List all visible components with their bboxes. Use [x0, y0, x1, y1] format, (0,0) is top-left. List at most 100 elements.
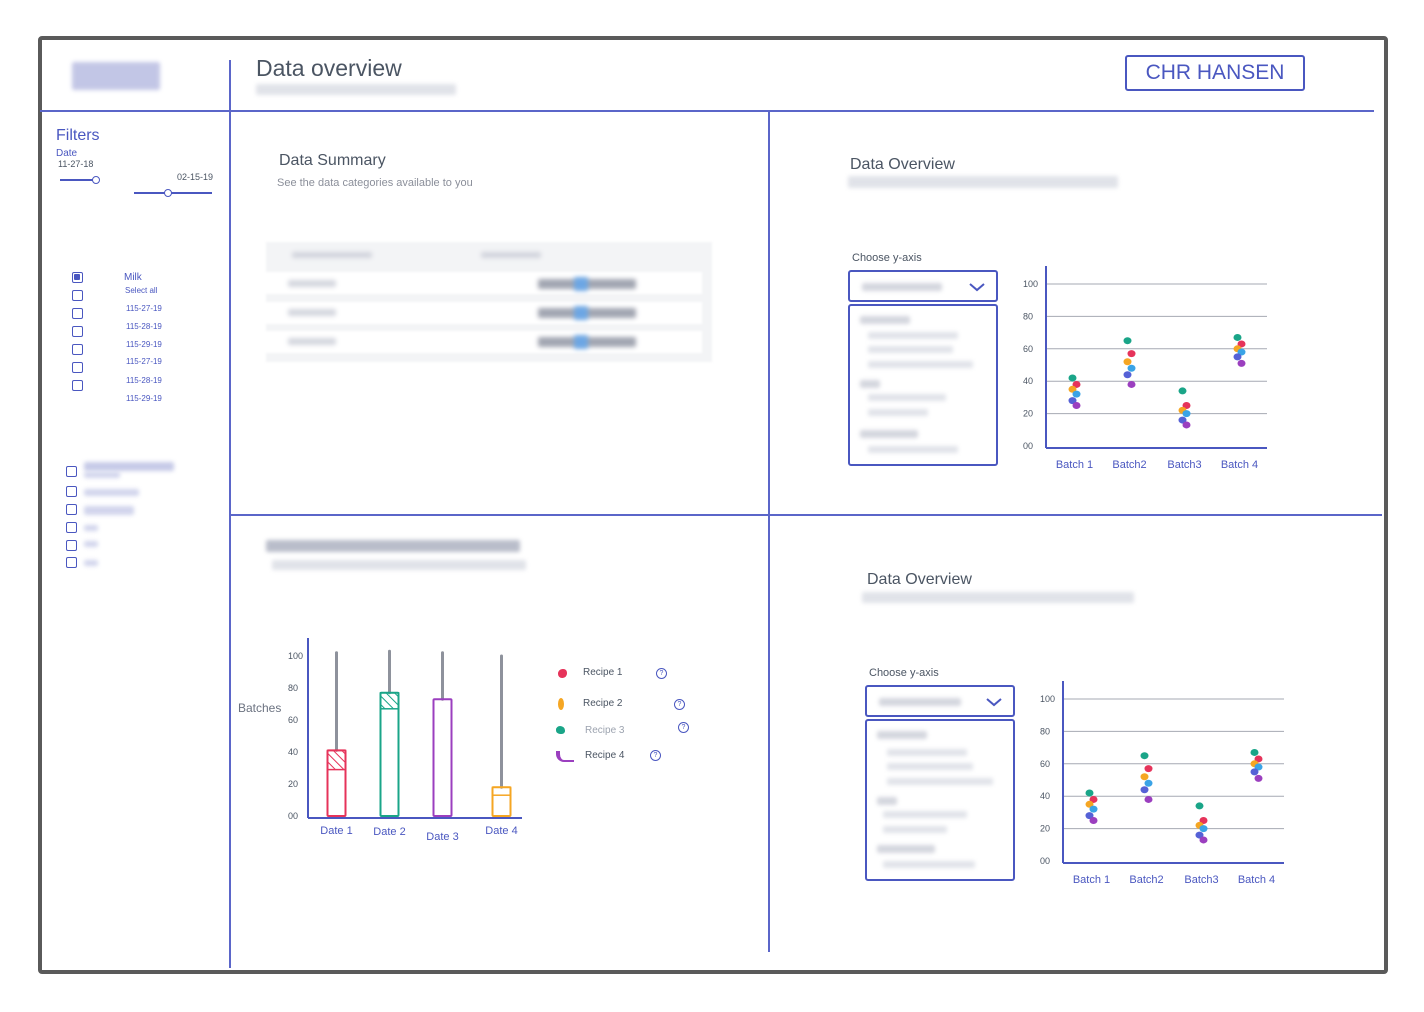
data-point	[1182, 402, 1191, 409]
dropdown-group-heading[interactable]	[860, 380, 880, 388]
y-tick-label: 60	[1040, 759, 1050, 769]
data-point	[1250, 748, 1259, 756]
dropdown-option[interactable]	[883, 811, 967, 818]
data-point	[1089, 795, 1098, 803]
date-slider-start-handle[interactable]	[92, 176, 100, 184]
dropdown-option[interactable]	[887, 778, 993, 785]
data-summary-table	[266, 242, 712, 362]
overview-bottom-title: Data Overview	[867, 571, 972, 588]
data-point	[1140, 786, 1149, 794]
dropdown-option[interactable]	[868, 409, 928, 416]
data-point	[1254, 774, 1263, 782]
x-tick-label: Batch 4	[1221, 459, 1258, 471]
filter2-item-5	[84, 541, 98, 547]
filter2-item-6	[84, 560, 98, 566]
milk-checkbox-6[interactable]	[72, 380, 83, 391]
x-tick-label: Date 2	[373, 826, 405, 838]
filter2-checkbox-4[interactable]	[66, 522, 77, 533]
milk-checkbox-4[interactable]	[72, 344, 83, 355]
logo	[72, 62, 160, 90]
bar	[379, 691, 400, 817]
table-cell	[288, 280, 336, 287]
data-point	[1127, 364, 1136, 372]
overview-bottom-subtitle	[862, 592, 1134, 603]
data-point	[1089, 817, 1098, 824]
batch-panel-title	[266, 540, 520, 552]
filter2-checkbox-5[interactable]	[66, 540, 77, 551]
overview-top-dropdown-list[interactable]	[848, 304, 998, 466]
milk-item-3[interactable]: 115-29-19	[126, 340, 162, 349]
help-icon[interactable]: ?	[650, 750, 661, 761]
app-frame	[38, 36, 1388, 974]
y-tick-label: 00	[1040, 856, 1050, 866]
overview-top-y-axis-dropdown[interactable]	[848, 270, 998, 302]
date-slider-start[interactable]	[60, 179, 98, 181]
milk-item-6[interactable]: 115-29-19	[126, 394, 162, 403]
data-point	[1182, 410, 1191, 418]
dropdown-option[interactable]	[868, 332, 958, 339]
overview-bottom-scatter-chart: 100 80 60 40 20 00 Batch 1 Batch2 Batch3 Batch 4	[1040, 681, 1284, 886]
content-vertical-divider	[768, 112, 770, 952]
dropdown-option[interactable]	[868, 361, 973, 368]
dropdown-group-heading[interactable]	[860, 430, 918, 438]
data-point	[1123, 371, 1132, 379]
select-all-label[interactable]: Select all	[125, 286, 158, 295]
data-point	[1127, 350, 1136, 358]
recipe-4-swatch	[556, 751, 574, 762]
bar	[432, 698, 453, 817]
overview-top-subtitle	[848, 176, 1118, 188]
milk-checkbox-5[interactable]	[72, 362, 83, 373]
dropdown-option[interactable]	[883, 861, 975, 868]
dropdown-option[interactable]	[887, 763, 973, 770]
dropdown-selected-value	[879, 698, 961, 706]
data-point	[1072, 390, 1081, 398]
chevron-down-icon	[986, 698, 1002, 707]
milk-item-2[interactable]: 115-28-19	[126, 322, 162, 331]
data-point	[1123, 358, 1132, 366]
dropdown-option[interactable]	[868, 446, 958, 453]
filter2-checkbox-6[interactable]	[66, 557, 77, 568]
batch-chart-ylabel: Batches	[238, 701, 282, 715]
data-point	[1072, 402, 1081, 409]
dropdown-option[interactable]	[868, 346, 953, 353]
overview-bottom-y-axis-dropdown[interactable]	[865, 685, 1015, 717]
x-tick-label: Batch3	[1184, 874, 1218, 886]
dropdown-group-heading[interactable]	[860, 316, 910, 324]
filter2-checkbox-1[interactable]	[66, 466, 77, 477]
dropdown-option[interactable]	[868, 394, 946, 401]
milk-item-5[interactable]: 115-28-19	[126, 376, 162, 385]
x-tick-label: Batch 1	[1073, 874, 1110, 886]
dropdown-group-heading[interactable]	[877, 731, 927, 739]
date-slider-end-handle[interactable]	[164, 189, 172, 197]
milk-checkbox-3[interactable]	[72, 326, 83, 337]
data-point	[1123, 337, 1132, 345]
data-point	[1072, 380, 1081, 388]
recipe-2-legend[interactable]: Recipe 2 ?	[556, 696, 685, 712]
data-point	[1127, 380, 1136, 388]
milk-item-4[interactable]: 115-27-19	[126, 357, 162, 366]
help-icon[interactable]: ?	[678, 722, 689, 733]
overview-bottom-dropdown-list[interactable]	[865, 719, 1015, 881]
dropdown-group-heading[interactable]	[877, 797, 897, 805]
filter2-item-4	[84, 525, 98, 531]
recipe-3-legend[interactable]: Recipe 3 ?	[556, 722, 696, 738]
filter2-checkbox-3[interactable]	[66, 504, 77, 515]
date-slider-end[interactable]	[134, 192, 212, 194]
filters-title: Filters	[56, 127, 100, 144]
milk-select-all-checkbox[interactable]	[72, 272, 83, 283]
help-icon[interactable]: ?	[674, 699, 685, 710]
milk-checkbox-2[interactable]	[72, 308, 83, 319]
help-icon[interactable]: ?	[656, 668, 667, 679]
filter2-checkbox-2[interactable]	[66, 486, 77, 497]
recipe-4-legend[interactable]: Recipe 4 ?	[556, 748, 676, 764]
dropdown-group-heading[interactable]	[877, 845, 935, 853]
data-summary-title: Data Summary	[279, 152, 386, 169]
y-tick-label: 80	[288, 683, 298, 693]
milk-checkbox-1[interactable]	[72, 290, 83, 301]
dropdown-option[interactable]	[883, 826, 947, 833]
data-point	[1233, 333, 1242, 341]
chr-hansen-button[interactable]: CHR HANSEN	[1125, 55, 1305, 91]
dropdown-option[interactable]	[887, 749, 967, 756]
milk-item-1[interactable]: 115-27-19	[126, 304, 162, 313]
recipe-1-legend[interactable]: Recipe 1 ?	[556, 666, 676, 682]
